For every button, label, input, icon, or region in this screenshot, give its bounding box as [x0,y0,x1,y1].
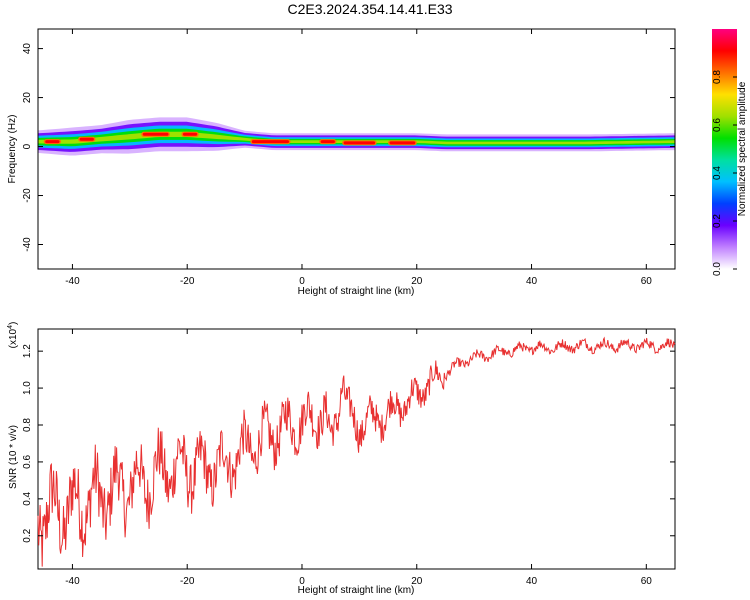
spectral-peak [79,137,94,141]
spectral-peak [142,132,169,136]
colorbar: 0.0 0.2 0.4 0.6 0.8 Normalized spectral ampl… [712,29,748,276]
snr-y-tick-label: 1.0 [22,381,33,395]
snr-y-tick-label: 1.2 [22,344,33,358]
spectrogram-x-tick-label: 0 [299,276,305,287]
colorbar-tick-label: 0.8 [712,70,723,84]
spectral-peak [343,141,376,145]
snr-y-multiplier-exp: 4 [7,325,14,329]
spectrogram-y-ticks: -40 -20 0 20 40 [22,43,675,252]
spectral-peak [182,132,198,136]
snr-x-tick-label: 20 [411,576,423,587]
spectrogram-y-axis-label: Frequency (Hz) [7,115,18,184]
snr-panel: -40 -20 0 20 40 60 0.2 0.4 0.6 0.8 1.0 1.2 Height … [7,322,676,596]
snr-x-tick-label: 40 [526,576,538,587]
snr-y-multiplier-base: (x10 [8,328,19,348]
spectral-peak [45,140,60,144]
colorbar-tick-label: 0.2 [712,214,723,228]
spectral-peaks [43,131,417,146]
snr-x-ticks: -40 -20 0 20 40 60 [65,329,652,587]
spectrogram-panel: -40 -20 0 20 40 60 -40 -20 0 20 40 Height of stra… [7,28,676,297]
spectrogram-x-ticks: -40 -20 0 20 40 60 [65,29,652,287]
spectral-band [38,117,675,156]
snr-x-tick-label: -40 [65,576,80,587]
colorbar-tick-label: 0.6 [712,118,723,132]
spectrogram-y-tick-label: -40 [22,237,33,252]
snr-line [37,336,676,567]
spectrogram-y-tick-label: 40 [22,43,33,55]
spectrogram-x-axis-label: Height of straight line (km) [298,286,415,297]
spectrogram-y-tick-label: 20 [22,92,33,104]
colorbar-ticks: 0.0 0.2 0.4 0.6 0.8 [712,70,737,276]
snr-y-tick-label: 0.6 [22,455,33,469]
spectrogram-x-tick-label: 20 [411,276,423,287]
spectrogram-x-tick-label: 40 [526,276,538,287]
figure-title: C2E3.2024.354.14.41.E33 [287,1,452,17]
snr-x-tick-label: 0 [299,576,305,587]
colorbar-tick-label: 0.4 [712,166,723,180]
colorbar-label: Normalized spectral amplitude [737,81,748,216]
snr-y-multiplier-close: ) [8,322,19,325]
snr-frame [37,328,676,570]
snr-y-tick-label: 0.4 [22,491,33,505]
snr-x-tick-label: -20 [180,576,195,587]
spectrogram-x-tick-label: -40 [65,276,80,287]
spectrogram-frame [37,28,676,270]
spectral-peak [320,140,335,144]
snr-y-tick-label: 0.2 [22,528,33,542]
snr-y-multiplier: (x104) [7,322,19,349]
snr-y-axis-label: SNR (10 * v/v) [8,425,19,489]
snr-x-tick-label: 60 [641,576,653,587]
spectral-peak [251,140,290,144]
snr-x-axis-label: Height of straight line (km) [298,585,415,596]
colorbar-tick-label: 0.0 [712,262,723,276]
spectrogram-x-tick-label: 60 [641,276,653,287]
spectral-peak [389,141,416,145]
snr-y-ticks: 0.2 0.4 0.6 0.8 1.0 1.2 [22,344,675,543]
snr-y-tick-label: 0.8 [22,418,33,432]
spectrogram-y-tick-label: 0 [22,143,33,149]
spectrogram-x-tick-label: -20 [180,276,195,287]
colorbar-gradient [712,29,737,269]
spectrogram-y-tick-label: -20 [22,188,33,203]
